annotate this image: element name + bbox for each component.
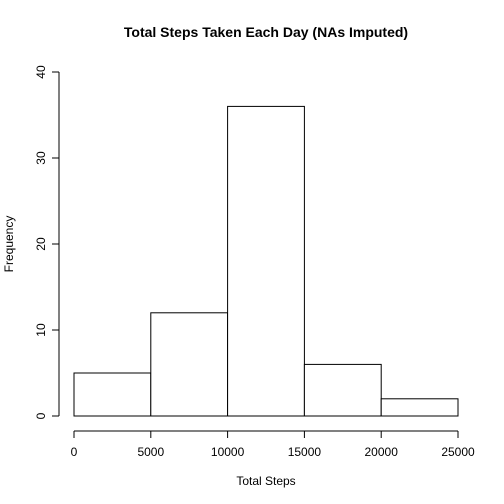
- histogram-bar-4: [380, 398, 459, 417]
- bars-group: [73, 105, 459, 417]
- y-tick-label-4: 40: [34, 65, 48, 79]
- histogram-bar-2: [227, 105, 305, 417]
- x-tick-label-4: 20000: [365, 445, 399, 459]
- histogram-bar-3: [303, 363, 382, 417]
- x-tick-label-0: 0: [71, 445, 78, 459]
- y-tick-label-0: 0: [34, 412, 48, 419]
- x-tick-label-3: 15000: [288, 445, 322, 459]
- histogram-bar-1: [150, 312, 229, 417]
- y-tick-label-3: 30: [34, 151, 48, 165]
- x-tick-label-1: 5000: [137, 445, 164, 459]
- y-axis: 0 10 20 30 40: [34, 65, 60, 419]
- chart-title: Total Steps Taken Each Day (NAs Imputed): [124, 24, 408, 40]
- y-tick-label-1: 10: [34, 323, 48, 337]
- x-axis: 0 5000 10000 15000 20000 25000: [71, 430, 475, 459]
- x-tick-label-5: 25000: [441, 445, 475, 459]
- x-axis-label: Total Steps: [236, 474, 295, 488]
- y-axis-label: Frequency: [2, 216, 16, 273]
- y-tick-label-2: 20: [34, 237, 48, 251]
- x-tick-label-2: 10000: [211, 445, 245, 459]
- histogram-bar-0: [73, 372, 152, 417]
